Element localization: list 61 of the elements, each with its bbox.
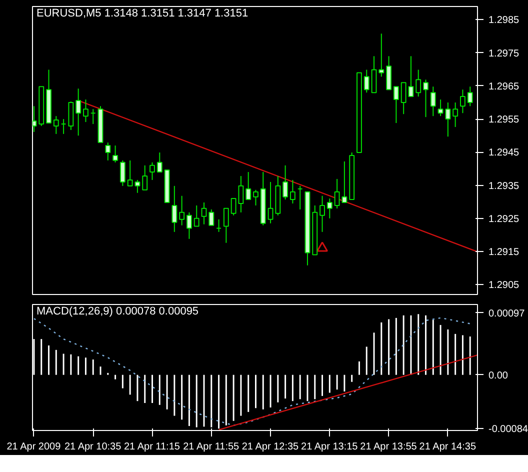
y-tick-label: 1.2955 <box>488 114 520 126</box>
candlestick <box>282 164 288 200</box>
x-tick-label: 21 Apr 14:35 <box>419 442 476 452</box>
line-series <box>33 317 471 426</box>
candlestick <box>408 56 414 98</box>
y-tick-label: 1.2925 <box>488 214 520 225</box>
candlestick <box>452 102 458 128</box>
candlestick <box>179 195 185 226</box>
y-tick-label: 1.2945 <box>488 148 520 159</box>
y-tick-label: 0.00097 <box>488 308 526 320</box>
candlestick <box>400 82 406 115</box>
candlestick <box>53 116 59 134</box>
candlestick <box>83 99 88 123</box>
y-tick-label: 1.2935 <box>488 180 520 192</box>
candlestick <box>290 179 296 204</box>
candlestick <box>246 172 252 200</box>
candlestick <box>76 88 82 136</box>
x-tick-label: 21 Apr 13:55 <box>360 442 418 452</box>
y-tick-label: 1.2915 <box>488 246 520 258</box>
candlestick <box>68 101 74 130</box>
x-tick-label: 21 Apr 13:15 <box>301 442 358 452</box>
y-tick-label: 1.2975 <box>488 48 520 60</box>
y-tick-label: 0.00 <box>488 370 508 382</box>
candlestick <box>467 86 473 107</box>
candlestick <box>223 208 229 244</box>
candlestick <box>268 181 274 224</box>
chart-title: MACD(12,26,9) 0.00078 0.00095 <box>36 306 199 318</box>
candlestick <box>364 69 370 94</box>
candlestick <box>201 202 207 225</box>
y-tick-label: 1.2985 <box>488 15 520 26</box>
x-tick-label: 21 Apr 11:15 <box>124 442 180 452</box>
candlestick <box>386 56 392 90</box>
candlestick <box>416 69 422 98</box>
x-tick-label: 21 Apr 11:55 <box>183 442 240 452</box>
candlestick <box>326 198 332 219</box>
candlestick <box>172 185 178 232</box>
y-tick-label: 1.2965 <box>488 81 520 92</box>
x-tick-label: 21 Apr 2009 <box>6 442 62 452</box>
candlestick <box>142 164 148 190</box>
x-tick-label: 21 Apr 10:35 <box>64 442 122 452</box>
candlestick <box>120 160 126 186</box>
candlestick <box>105 142 111 161</box>
candlestick <box>253 189 258 206</box>
y-tick-label: -0.00084 <box>488 424 528 436</box>
y-tick-label: 1.2905 <box>488 280 520 292</box>
candlestick <box>378 33 384 78</box>
candlestick <box>156 152 162 173</box>
candlestick <box>460 89 466 114</box>
candlestick <box>32 106 37 132</box>
candlestick <box>150 162 155 180</box>
candlestick <box>208 208 214 226</box>
candlestick <box>393 86 399 124</box>
candlestick <box>430 86 436 117</box>
candlestick <box>371 56 377 94</box>
candlestick <box>320 195 325 232</box>
candlestick <box>112 145 118 163</box>
chart-title: EURUSD,M5 1.3148 1.3151 1.3147 1.3151 <box>36 8 248 20</box>
candlestick <box>194 204 200 227</box>
candlestick <box>423 79 428 118</box>
candlestick <box>186 212 192 240</box>
x-tick-label: 21 Apr 12:35 <box>242 442 300 452</box>
